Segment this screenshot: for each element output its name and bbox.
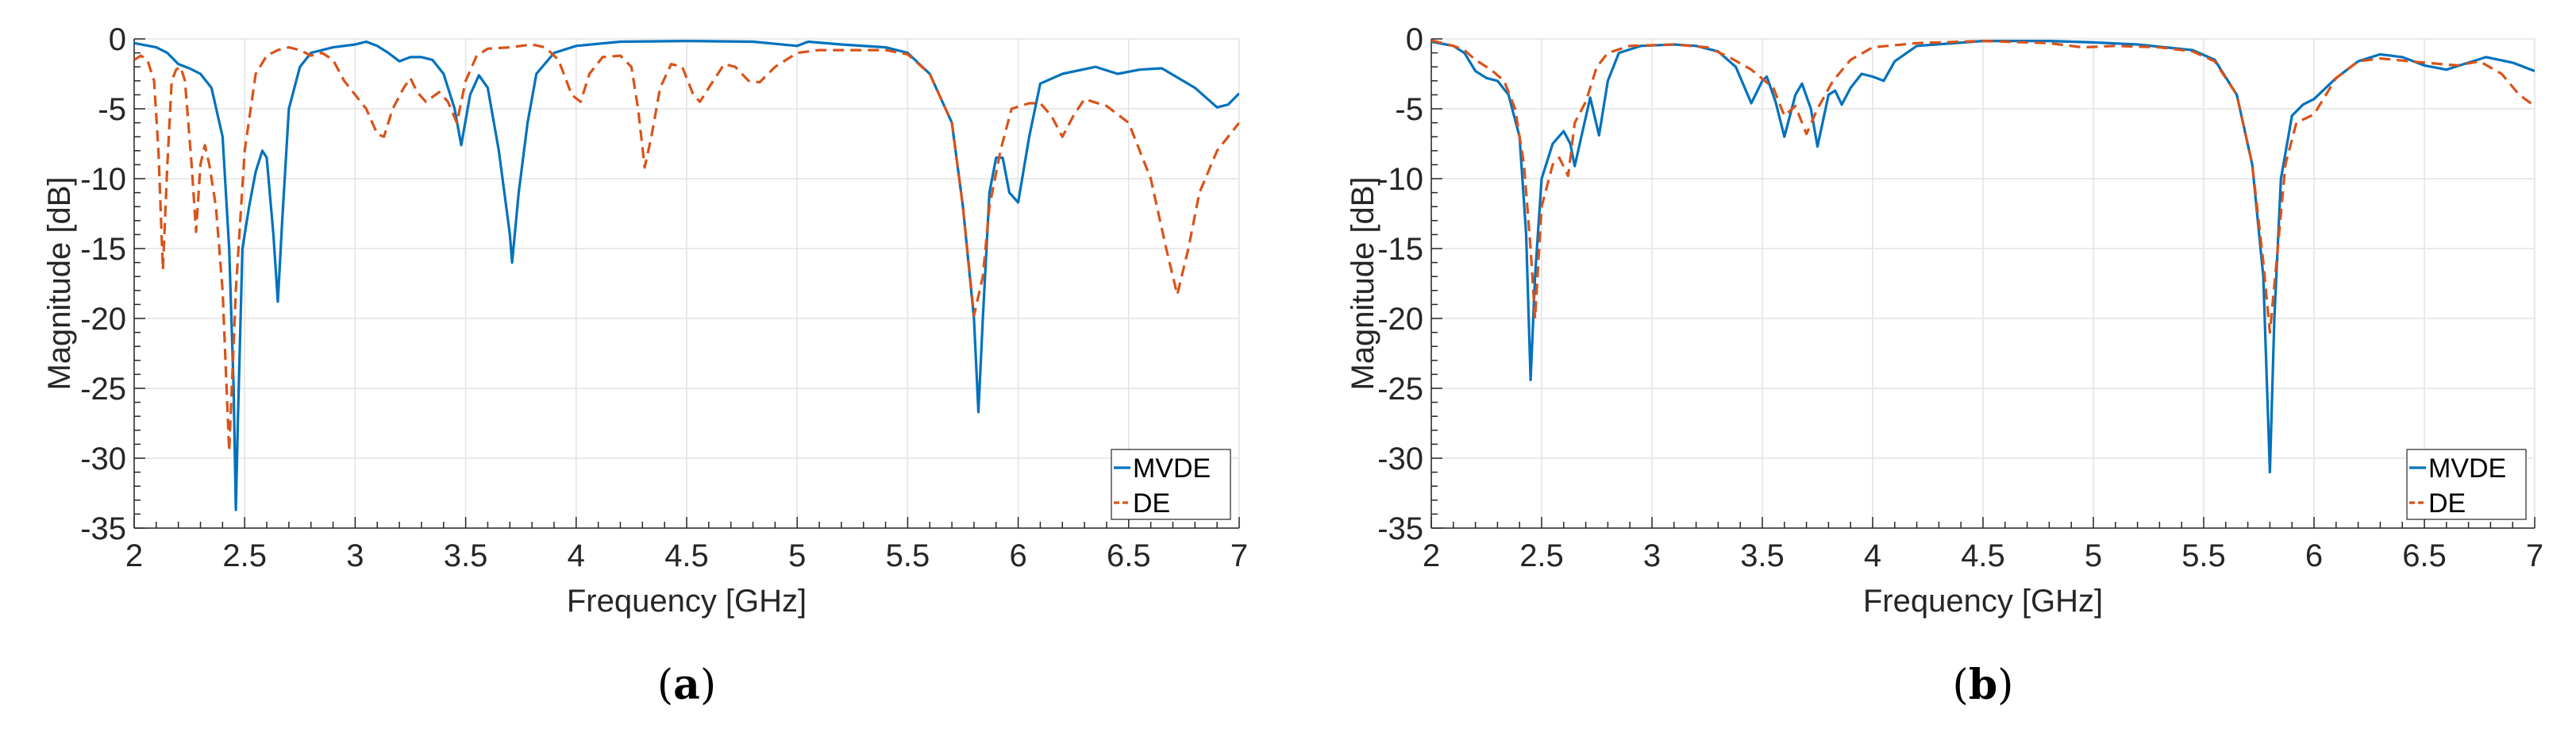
y-tick-label: -10	[1377, 162, 1423, 197]
y-tick-label: 0	[1406, 22, 1423, 57]
x-tick-label: 3.5	[1740, 538, 1785, 573]
series-line-de	[1431, 39, 2535, 334]
y-tick-label: -30	[1377, 442, 1423, 476]
x-tick-label: 5	[2085, 538, 2102, 573]
caption-letter: b	[1969, 661, 1997, 709]
x-tick-label: 3	[1643, 538, 1661, 573]
caption-close: )	[700, 662, 716, 709]
x-tick-label: 4	[568, 538, 585, 573]
subfigure-caption: (a)	[657, 661, 716, 709]
y-tick-label: -35	[1377, 511, 1423, 546]
y-tick-label: -30	[80, 442, 126, 476]
x-tick-label: 5.5	[2181, 538, 2226, 573]
caption-open: (	[657, 662, 673, 709]
x-tick-label: 6	[1009, 538, 1026, 573]
caption-open: (	[1953, 662, 1969, 709]
y-tick-label: -25	[1377, 372, 1423, 407]
x-tick-label: 6.5	[1107, 538, 1151, 573]
y-tick-label: -25	[80, 372, 126, 407]
x-tick-label: 6.5	[2402, 538, 2447, 573]
chart-b: 2 2.5 3 3.5 4 4.5 5 5.5 6 6.5 7 0 -5 -10 -15 -20 -25 -30 -…	[1346, 22, 2543, 709]
y-tick-label: -15	[80, 232, 126, 267]
x-tick-label: 3	[346, 538, 364, 573]
x-tick-label: 2	[125, 538, 143, 573]
y-tick-label: -15	[1377, 232, 1423, 267]
chart-a: 2 2.5 3 3.5 4 4.5 5 5.5 6 6.5 7 0 -5 -10 -15 -20 -25 -30 -…	[42, 22, 1248, 709]
x-tick-label: 6	[2305, 538, 2323, 573]
y-tick-label: -5	[98, 92, 126, 127]
series-line-mvde	[134, 40, 1239, 511]
x-tick-label: 4.5	[1961, 538, 2005, 573]
legend-label-mvde: MVDE	[2428, 453, 2506, 484]
x-tick-label: 2.5	[1519, 538, 1564, 573]
x-tick-label: 4.5	[664, 538, 709, 573]
y-axis-label: Magnitude [dB]	[42, 176, 77, 390]
legend-box	[2406, 449, 2527, 520]
y-axis-label: Magnitude [dB]	[1346, 176, 1380, 390]
x-tick-label: 5	[788, 538, 806, 573]
y-tick-label: -5	[1395, 92, 1423, 127]
x-tick-label: 2.5	[222, 538, 267, 573]
y-tick-label: -10	[80, 162, 126, 197]
series-line-de	[134, 43, 1239, 453]
legend-label-de: DE	[1133, 488, 1170, 519]
y-tick-label: -20	[1377, 302, 1423, 337]
x-tick-label: 7	[2526, 538, 2543, 573]
x-axis-label: Frequency [GHz]	[567, 584, 807, 619]
caption-letter: a	[673, 661, 700, 709]
x-tick-label: 5.5	[886, 538, 930, 573]
x-tick-label: 7	[1230, 538, 1248, 573]
x-tick-label: 4	[1864, 538, 1881, 573]
series-line-mvde	[1431, 40, 2535, 474]
legend-box	[1111, 449, 1231, 520]
x-axis-label: Frequency [GHz]	[1863, 584, 2103, 619]
x-tick-label: 3.5	[444, 538, 488, 573]
y-tick-label: 0	[109, 22, 126, 57]
x-tick-label: 2	[1423, 538, 1440, 573]
legend-label-de: DE	[2428, 488, 2466, 519]
y-tick-label: -20	[80, 302, 126, 337]
subfigure-caption: (b)	[1953, 661, 2014, 709]
y-tick-label: -35	[80, 511, 126, 546]
legend-label-mvde: MVDE	[1133, 453, 1211, 484]
caption-close: )	[1997, 662, 2013, 709]
